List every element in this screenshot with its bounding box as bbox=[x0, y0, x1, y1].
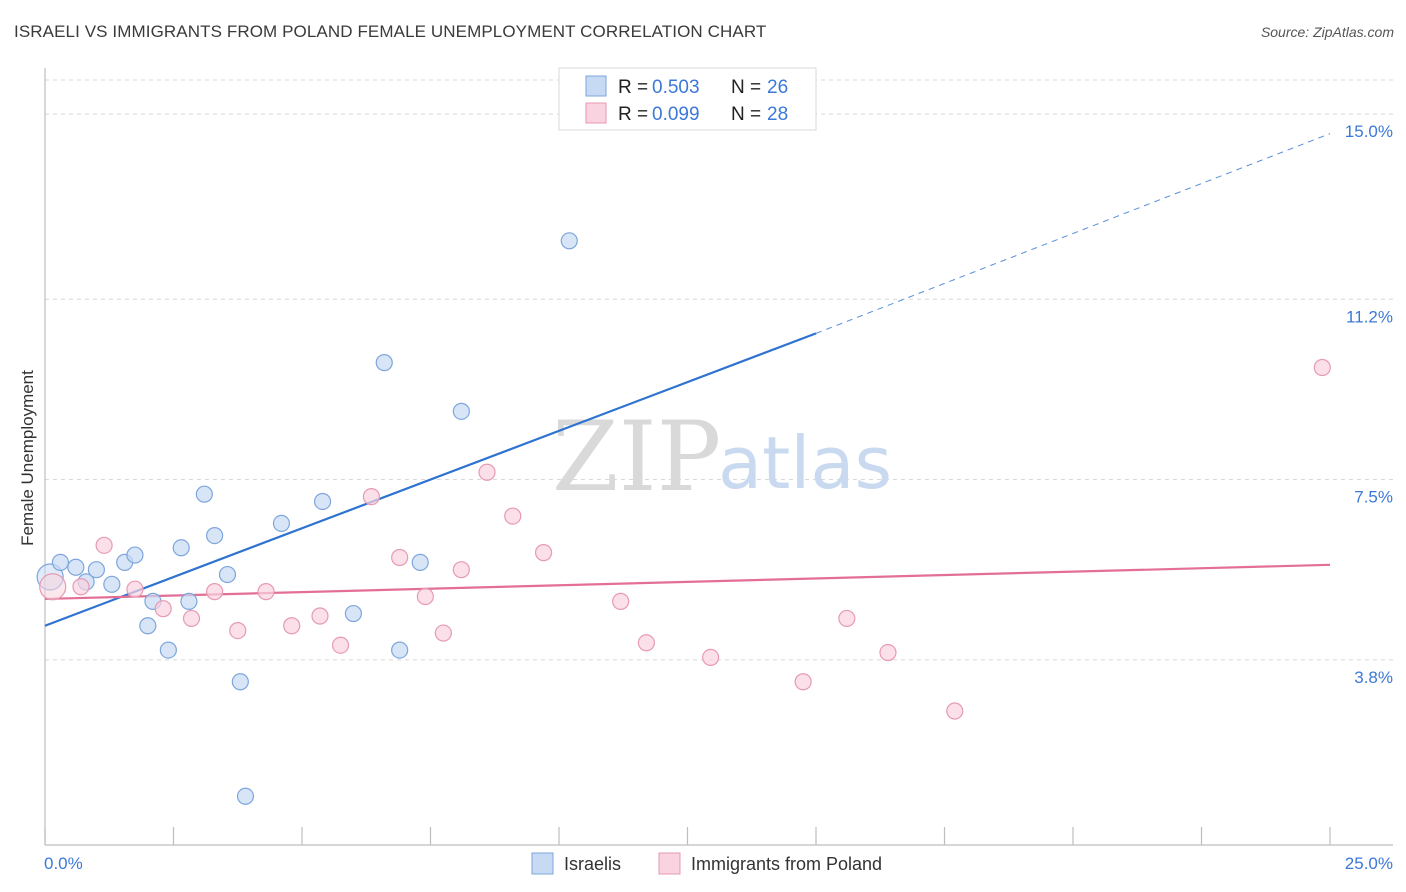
poland-point bbox=[391, 548, 409, 567]
israelis-point bbox=[206, 526, 224, 545]
x-tick-label-max: 25.0% bbox=[1345, 854, 1393, 873]
israelis-point bbox=[231, 673, 249, 691]
poland-point bbox=[702, 648, 720, 667]
legend: R = 0.503 N = 26 R = 0.099 N = 28 bbox=[558, 67, 817, 131]
legend-r-label-2: R = bbox=[618, 104, 648, 125]
legend-swatch-israelis bbox=[585, 75, 607, 97]
poland-point bbox=[182, 609, 201, 628]
israelis-point bbox=[195, 485, 213, 503]
poland-point bbox=[362, 488, 380, 506]
trend-line-poland bbox=[44, 563, 1331, 601]
legend-n-label-2: N = bbox=[731, 104, 761, 125]
legend-r-value-1: 0.503 bbox=[652, 77, 700, 98]
data-points bbox=[36, 232, 1331, 805]
trend-line-extension-israelis bbox=[815, 133, 1331, 334]
israelis-point bbox=[87, 561, 106, 579]
bottom-legend-poland: Immigrants from Poland bbox=[691, 854, 882, 874]
poland-point bbox=[452, 561, 470, 579]
israelis-point bbox=[159, 641, 177, 659]
israelis-point bbox=[344, 604, 362, 623]
poland-point bbox=[416, 587, 434, 606]
israelis-point bbox=[452, 402, 470, 420]
poland-point bbox=[504, 507, 522, 525]
watermark-atlas: atlas bbox=[718, 421, 892, 505]
legend-swatch-poland bbox=[585, 102, 607, 124]
israelis-point bbox=[180, 592, 198, 610]
israelis-point bbox=[313, 492, 332, 511]
poland-point bbox=[331, 636, 350, 654]
israelis-point bbox=[126, 546, 144, 564]
israelis-point bbox=[139, 617, 157, 635]
watermark: ZIP atlas bbox=[552, 401, 892, 513]
poland-point bbox=[257, 583, 275, 601]
israelis-point bbox=[236, 787, 255, 805]
legend-n-value-1: 26 bbox=[767, 77, 788, 98]
bottom-legend: Israelis Immigrants from Poland bbox=[531, 852, 882, 875]
poland-point bbox=[1313, 358, 1331, 377]
poland-point bbox=[794, 673, 812, 691]
israelis-point bbox=[51, 553, 70, 571]
legend-r-value-2: 0.099 bbox=[652, 104, 700, 125]
israelis-point bbox=[67, 558, 85, 576]
poland-point bbox=[229, 622, 247, 640]
bottom-legend-israelis: Israelis bbox=[564, 854, 621, 874]
legend-n-value-2: 28 bbox=[767, 104, 788, 125]
trend-lines bbox=[44, 133, 1331, 627]
x-tick-label-min: 0.0% bbox=[44, 854, 83, 873]
israelis-point bbox=[172, 539, 190, 557]
axes: 3.8% 7.5% 11.2% 15.0% bbox=[44, 68, 1393, 846]
y-tick-label: 11.2% bbox=[1346, 307, 1393, 326]
y-tick-label: 3.8% bbox=[1354, 668, 1393, 687]
israelis-point bbox=[560, 232, 578, 250]
legend-n-label-1: N = bbox=[731, 77, 761, 98]
poland-point bbox=[283, 617, 301, 635]
poland-point bbox=[612, 592, 630, 610]
poland-point bbox=[534, 544, 553, 562]
y-tick-label: 15.0% bbox=[1345, 122, 1393, 141]
poland-point bbox=[206, 583, 224, 601]
chart-title: ISRAELI VS IMMIGRANTS FROM POLAND FEMALE… bbox=[14, 22, 767, 41]
trend-line-israelis bbox=[44, 332, 817, 627]
poland-point bbox=[879, 643, 897, 662]
poland-point bbox=[311, 607, 329, 625]
poland-point bbox=[126, 580, 144, 598]
poland-point bbox=[478, 463, 496, 481]
watermark-zip: ZIP bbox=[552, 401, 721, 513]
poland-point bbox=[637, 634, 655, 652]
israelis-point bbox=[272, 514, 291, 533]
israelis-point bbox=[375, 354, 393, 372]
poland-point bbox=[946, 702, 964, 720]
bottom-legend-swatch-israelis bbox=[531, 852, 554, 875]
poland-point bbox=[72, 578, 90, 596]
poland-point bbox=[434, 624, 452, 642]
israelis-point bbox=[103, 575, 121, 593]
israelis-point bbox=[391, 641, 409, 659]
israelis-point bbox=[218, 565, 237, 584]
chart-source: Source: ZipAtlas.com bbox=[1260, 24, 1394, 40]
y-axis-label: Female Unemployment bbox=[18, 370, 37, 546]
poland-point bbox=[838, 609, 856, 628]
israelis-point bbox=[411, 553, 429, 571]
poland-point bbox=[39, 573, 67, 601]
poland-point bbox=[95, 536, 113, 554]
bottom-legend-swatch-poland bbox=[658, 852, 681, 875]
y-tick-label: 7.5% bbox=[1354, 488, 1393, 507]
legend-r-label-1: R = bbox=[618, 77, 648, 98]
poland-point bbox=[154, 600, 172, 618]
